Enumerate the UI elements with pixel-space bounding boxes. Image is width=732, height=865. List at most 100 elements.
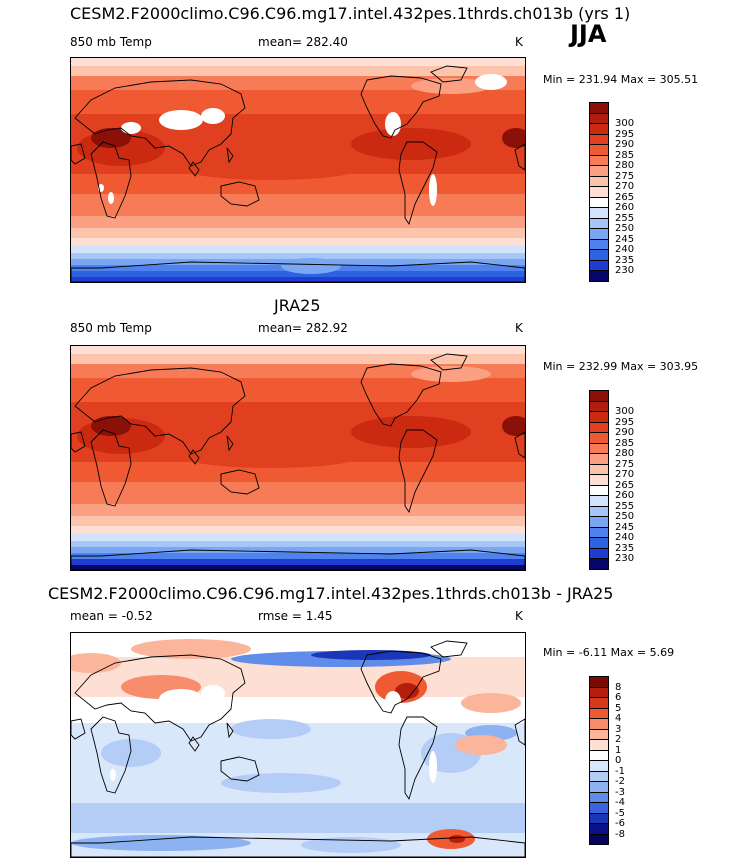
colorbar-tick-label: 255: [615, 500, 635, 512]
colorbar-tick-label: 290: [615, 139, 635, 150]
colorbar-tick-label: 3: [615, 723, 622, 735]
contour-band: [71, 547, 525, 553]
contour-band: [71, 277, 525, 282]
contour-band: [71, 462, 525, 482]
contour-blob: [449, 835, 465, 843]
colorbar-tick-label: 240: [615, 244, 635, 255]
colorbar-tick-label: 300: [615, 406, 635, 417]
continent-outline: [514, 143, 525, 171]
panel1-map: [70, 57, 526, 283]
colorbar-tick-label: 275: [615, 170, 635, 182]
contour-blob: [351, 128, 471, 160]
contour-band: [71, 346, 525, 354]
panel3-map-svg: [71, 633, 525, 857]
colorbar-tick-label: 260: [615, 490, 635, 501]
missing-data-region: [385, 112, 401, 136]
contour-band: [71, 194, 525, 216]
missing-data-region: [110, 769, 116, 781]
colorbar-swatch: [589, 833, 609, 845]
contour-blob: [91, 128, 131, 148]
continent-outline: [398, 429, 438, 514]
contour-blob: [502, 128, 525, 148]
continent-outline: [514, 718, 525, 746]
missing-data-region: [108, 192, 114, 204]
panel3-rmse-label: rmse = 1.45: [258, 609, 333, 623]
contour-band: [71, 504, 525, 516]
contour-band: [71, 228, 525, 238]
contour-blob: [395, 683, 419, 699]
colorbar-tick-label: 285: [615, 149, 635, 161]
missing-data-region: [429, 751, 437, 783]
colorbar-swatch: [589, 558, 609, 570]
contour-blob: [221, 773, 341, 793]
contour-band: [71, 526, 525, 534]
panel3-units: K: [515, 609, 523, 623]
contour-band: [71, 246, 525, 253]
missing-data-region: [121, 122, 141, 134]
panel2-units: K: [515, 321, 523, 335]
colorbar-tick-label: 5: [615, 702, 622, 714]
colorbar-tick-label: 8: [615, 681, 622, 693]
colorbar-tick-label: 230: [615, 265, 635, 276]
contour-blob: [181, 444, 361, 468]
continent-outline: [430, 353, 468, 371]
continent-outline: [360, 650, 442, 714]
contour-blob: [91, 416, 131, 436]
missing-data-region: [201, 108, 225, 124]
colorbar-tick-label: 230: [615, 553, 635, 564]
contour-band: [71, 354, 525, 364]
missing-data-region: [429, 174, 437, 206]
contour-band: [71, 66, 525, 76]
panel3-map: [70, 632, 526, 858]
colorbar-tick-label: 265: [615, 479, 635, 491]
colorbar-tick-label: 260: [615, 202, 635, 213]
continent-outline: [71, 836, 525, 857]
contour-band: [71, 516, 525, 526]
continent-outline: [398, 716, 438, 801]
continent-outline: [90, 429, 132, 507]
colorbar-tick-label: -1: [615, 765, 625, 777]
colorbar-tick-label: -3: [615, 786, 625, 798]
contour-blob: [461, 693, 521, 713]
panel1-title: CESM2.F2000climo.C96.C96.mg17.intel.432p…: [70, 4, 631, 23]
colorbar-tick-label: 6: [615, 692, 622, 703]
contour-blob: [281, 258, 341, 274]
colorbar-tick-label: 295: [615, 128, 635, 140]
panel2-minmax: Min = 232.99 Max = 303.95: [543, 360, 699, 373]
season-label: JJA: [570, 20, 607, 48]
contour-band: [71, 90, 525, 114]
contour-blob: [311, 650, 431, 660]
panel2-mean-label: mean= 282.92: [258, 321, 348, 335]
colorbar-tick-label: 2: [615, 734, 622, 745]
colorbar-tick-label: 250: [615, 511, 635, 522]
contour-band: [71, 271, 525, 277]
continent-outline: [90, 716, 132, 794]
colorbar-tick-label: 250: [615, 223, 635, 234]
colorbar-tick-label: 255: [615, 212, 635, 224]
contour-blob: [411, 366, 491, 382]
continent-outline: [71, 549, 525, 570]
continent-outline: [188, 736, 200, 752]
missing-data-region: [159, 110, 203, 130]
continent-outline: [74, 367, 246, 455]
colorbar-tick-label: 285: [615, 437, 635, 449]
contour-blob: [502, 416, 525, 436]
colorbar-tick-label: -8: [615, 828, 625, 840]
colorbar-tick-label: 240: [615, 532, 635, 543]
colorbar-tick-label: 270: [615, 469, 635, 480]
contour-band: [71, 559, 525, 565]
colorbar-tick-label: 245: [615, 233, 635, 245]
contour-band: [71, 803, 525, 833]
panel3-mean-label: mean = -0.52: [70, 609, 153, 623]
panel3-minmax: Min = -6.11 Max = 5.69: [543, 646, 675, 659]
continent-outline: [220, 181, 260, 207]
contour-band: [71, 482, 525, 504]
continent-outline: [514, 431, 525, 459]
continent-outline: [360, 363, 442, 427]
panel2-map: [70, 345, 526, 571]
colorbar-tick-label: 265: [615, 191, 635, 203]
colorbar-tick-label: 270: [615, 181, 635, 192]
colorbar-tick-label: 300: [615, 118, 635, 129]
contour-band: [71, 541, 525, 547]
contour-blob: [231, 719, 311, 739]
